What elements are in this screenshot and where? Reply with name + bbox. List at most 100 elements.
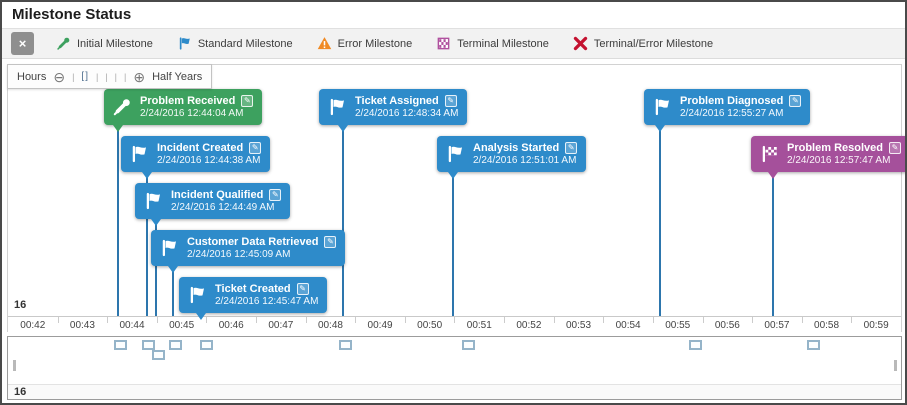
- milestone-card[interactable]: Incident Created ✎ 2/24/2016 12:44:38 AM: [121, 136, 271, 179]
- axis-tick-label: 00:52: [504, 317, 554, 333]
- edit-icon[interactable]: ✎: [888, 142, 901, 154]
- overview-milestone-marker: [152, 350, 165, 360]
- milestone-pointer: [338, 125, 348, 132]
- milestone-flag-icon: [652, 97, 672, 117]
- milestone-card[interactable]: Ticket Assigned ✎ 2/24/2016 12:48:34 AM: [319, 89, 468, 132]
- milestone-flag-icon: [143, 191, 163, 211]
- milestone-card[interactable]: Analysis Started ✎ 2/24/2016 12:51:01 AM: [437, 136, 587, 179]
- milestone-flag-icon: [112, 97, 132, 117]
- milestone-date: 2/24/2016 12:51:01 AM: [473, 155, 577, 166]
- legend-item-label: Terminal/Error Milestone: [593, 37, 714, 50]
- timeline-row-label: 16: [14, 299, 27, 311]
- overview-milestone-marker: [689, 340, 702, 350]
- legend-item: Standard Milestone: [177, 36, 293, 51]
- page-title: Milestone Status: [12, 6, 132, 23]
- zoom-scale-tick: |: [124, 71, 127, 82]
- legend-item-label: Initial Milestone: [77, 37, 153, 50]
- overview-left-handle[interactable]: [13, 360, 16, 371]
- milestone-title: Problem Received: [140, 95, 236, 107]
- milestone-title: Analysis Started: [473, 142, 560, 154]
- overview-milestone-marker: [462, 340, 475, 350]
- zoom-max-label: Half Years: [152, 70, 203, 83]
- legend-item: Initial Milestone: [56, 36, 153, 51]
- overview-milestone-marker: [807, 340, 820, 350]
- legend-bar: × Initial Milestone Standard Milestone E…: [2, 28, 905, 59]
- milestone-stem: [452, 166, 454, 316]
- milestone-stem: [772, 166, 774, 316]
- timeline-chart[interactable]: 16 00:42 00:43 00:44 00:45 00:46 00:47 00:48 00…: [7, 64, 905, 333]
- milestone-stem: [146, 166, 148, 316]
- axis-tick-label: 00:44: [107, 317, 157, 333]
- zoom-scale-track[interactable]: | [] | | | |: [72, 71, 126, 82]
- milestone-date: 2/24/2016 12:55:27 AM: [680, 108, 784, 119]
- axis-tick-label: 00:51: [454, 317, 504, 333]
- edit-icon[interactable]: ✎: [444, 95, 457, 107]
- milestone-stem: [342, 119, 344, 316]
- milestone-stem: [117, 119, 119, 316]
- milestone-pointer: [768, 172, 778, 179]
- overview-milestone-marker: [169, 340, 182, 350]
- milestone-flag-icon: [159, 238, 179, 258]
- milestone-type-icon: [177, 36, 192, 51]
- zoom-out-icon[interactable]: ⊖: [53, 68, 66, 85]
- milestone-card[interactable]: Problem Received ✎ 2/24/2016 12:44:04 AM: [104, 89, 263, 132]
- milestone-date: 2/24/2016 12:48:34 AM: [355, 108, 459, 119]
- edit-icon[interactable]: ✎: [269, 189, 282, 201]
- milestone-type-icon: [436, 36, 451, 51]
- axis-tick-label: 00:42: [20, 320, 46, 331]
- edit-icon[interactable]: ✎: [296, 283, 309, 295]
- zoom-min-label: Hours: [17, 70, 47, 83]
- edit-icon[interactable]: ✎: [324, 236, 337, 248]
- milestone-title: Problem Resolved: [787, 142, 883, 154]
- close-button[interactable]: ×: [11, 32, 34, 55]
- timeline-zoom-toolbar: Hours ⊖ | [] | | | | ⊕ Half Years: [7, 64, 213, 89]
- axis-tick-label: 00:53: [553, 317, 604, 333]
- milestone-flag-icon: [759, 144, 779, 164]
- legend-item-label: Error Milestone: [337, 37, 413, 50]
- axis-tick-label: 00:54: [603, 317, 653, 333]
- milestone-title: Ticket Created: [215, 283, 291, 295]
- axis-tick-label: 00:49: [355, 317, 405, 333]
- milestone-date: 2/24/2016 12:44:49 AM: [171, 202, 275, 213]
- milestone-card[interactable]: Problem Diagnosed ✎ 2/24/2016 12:55:27 A…: [644, 89, 811, 132]
- axis-tick-label: 00:56: [702, 317, 753, 333]
- timeline-overview-band[interactable]: 16: [7, 336, 902, 400]
- axis-tick-label: 00:57: [752, 317, 802, 333]
- milestone-pointer: [142, 172, 152, 179]
- edit-icon[interactable]: ✎: [249, 142, 262, 154]
- axis-tick-label: 00:55: [652, 317, 703, 333]
- milestone-card[interactable]: Ticket Created ✎ 2/24/2016 12:45:47 AM: [179, 277, 328, 320]
- overview-milestone-marker: [142, 340, 155, 350]
- milestone-stem: [172, 260, 174, 316]
- zoom-scale-tick: |: [105, 71, 108, 82]
- milestone-title: Incident Qualified: [171, 189, 264, 201]
- milestone-card[interactable]: Incident Qualified ✎ 2/24/2016 12:44:49 …: [135, 183, 291, 226]
- milestone-legend: Initial Milestone Standard Milestone Err…: [56, 36, 713, 51]
- legend-item-label: Terminal Milestone: [457, 37, 549, 50]
- milestone-pointer: [113, 125, 123, 132]
- axis-tick-label: 00:47: [256, 317, 306, 333]
- axis-tick-label: 00:48: [305, 317, 356, 333]
- zoom-scale-tick: |: [114, 71, 118, 82]
- milestone-card[interactable]: Customer Data Retrieved ✎ 2/24/2016 12:4…: [151, 230, 346, 273]
- overview-row-label: 16: [14, 386, 27, 398]
- milestone-card[interactable]: Problem Resolved ✎ 2/24/2016 12:57:47 AM: [751, 136, 905, 179]
- edit-icon[interactable]: ✎: [241, 95, 254, 107]
- milestone-flag-icon: [187, 285, 207, 305]
- edit-icon[interactable]: ✎: [565, 142, 578, 154]
- milestone-flag-icon: [129, 144, 149, 164]
- milestone-pointer: [196, 313, 206, 320]
- zoom-in-icon[interactable]: ⊕: [133, 68, 146, 85]
- milestone-title: Customer Data Retrieved: [187, 236, 319, 248]
- overview-right-handle[interactable]: [894, 360, 897, 371]
- axis-tick-label: 00:50: [404, 317, 455, 333]
- milestone-type-icon: [56, 36, 71, 51]
- milestone-pointer: [448, 172, 458, 179]
- milestone-title: Incident Created: [157, 142, 244, 154]
- milestone-date: 2/24/2016 12:44:04 AM: [140, 108, 244, 119]
- time-axis: 00:42 00:43 00:44 00:45 00:46 00:47 00:48 00:49…: [8, 316, 901, 333]
- zoom-scale-tick: |: [95, 71, 99, 82]
- edit-icon[interactable]: ✎: [789, 95, 802, 107]
- axis-tick-label: 00:58: [801, 317, 852, 333]
